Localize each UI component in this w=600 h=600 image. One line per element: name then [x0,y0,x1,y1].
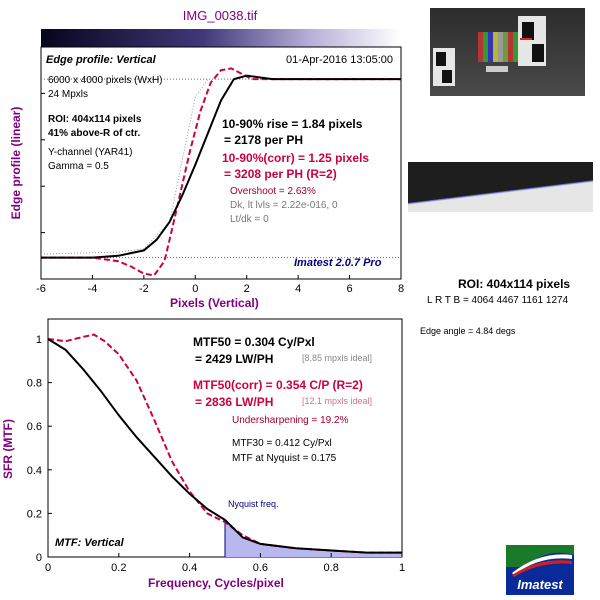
mtf50-line: = 2429 LW/PH [195,352,274,366]
rise-corr-line: 10-90%(corr) = 1.25 pixels [222,151,370,165]
mtf-xtick-label: 0.4 [182,562,197,574]
undersharpening: Undersharpening = 19.2% [232,415,349,426]
mtf-xlabel: Frequency, Cycles/pixel [148,576,284,590]
roi-title: ROI: 404x114 pixels [458,277,571,291]
page-title: IMG_0038.tif [182,8,258,23]
roi-info: ROI: 404x114 pixels 41% above-R of ctr. [48,113,141,141]
imatest-logo-graphic: Imatest [506,545,574,595]
edge-panel-heading: Edge profile: Vertical [46,54,156,66]
mtf30-stats: MTF30 = 0.412 Cy/Pxl MTF at Nyquist = 0.… [232,436,336,466]
logo-text: Imatest [517,577,563,592]
mtf-xtick-label: 0.6 [253,562,268,574]
rise-corr-line: = 3208 per PH (R=2) [224,167,337,181]
channel-line: Gamma = 0.5 [48,161,109,172]
roi-thumbnail [408,162,593,212]
edge-series-red-dashed [41,67,401,277]
lt-dk-ratio: Lt/dk = 0 [230,214,269,225]
mtf50-corr-line: MTF50(corr) = 0.354 C/P (R=2) [193,378,363,392]
mtf30: MTF30 = 0.412 Cy/Pxl [232,438,332,449]
nyquist-label: Nyquist freq. [228,499,279,509]
mtf-series-black-solid [47,338,402,554]
rise-stats: 10-90% rise = 1.84 pixels = 2178 per PH [222,116,362,148]
mtf50-corr-stats: MTF50(corr) = 0.354 C/P (R=2) = 2836 LW/… [193,377,363,411]
edge-xtick-label: 4 [295,283,301,295]
mtf-ytick-label: 0.4 [27,465,42,477]
image-thumbnail [430,8,585,96]
edge-plot-frame [40,46,402,280]
mtf50-stats: MTF50 = 0.304 Cy/Pxl = 2429 LW/PH [193,334,315,368]
edge-xtick-label: -4 [88,283,98,295]
channel-line: Y-channel (YAR41) [48,147,133,158]
edge-xtick-label: 6 [347,283,353,295]
mtf-nyquist: MTF at Nyquist = 0.175 [232,453,337,464]
gradient-bar [41,29,401,47]
edge-extra-stats: Overshoot = 2.63% Dk, lt lvls = 2.22e-01… [230,185,338,227]
mtf50-line: MTF50 = 0.304 Cy/Pxl [193,335,315,349]
edge-series-black-solid [41,74,401,259]
overshoot: Overshoot = 2.63% [230,186,316,197]
timestamp: 01-Apr-2016 13:05:00 [286,54,394,66]
mtf-panel-heading: MTF: Vertical [55,537,124,549]
mtf-xtick-label: 0 [45,562,51,574]
mtf-xtick-label: 0.8 [324,562,339,574]
info-line: 6000 x 4000 pixels (WxH) [48,75,163,86]
mtf50-corr-line: = 2836 LW/PH [195,395,274,409]
edge-xtick-label: -2 [139,283,149,295]
info-line: 24 Mpxls [48,89,89,100]
imatest-logo: Imatest [506,545,574,595]
mtf50-ideal: [8.85 mpxls ideal] [302,353,373,363]
version-label: Imatest 2.0.7 Pro [294,257,382,269]
mtf-plot-frame [47,318,403,558]
roi-line: ROI: 404x114 pixels [48,114,142,125]
image-info: 6000 x 4000 pixels (WxH) 24 Mpxls [48,74,163,102]
mtf-ylabel: SFR (MTF) [1,419,15,479]
mtf-xtick-label: 1 [399,562,405,574]
mtf-ytick-label: 0.6 [27,421,42,433]
edge-xtick-label: 8 [398,283,404,295]
mtf-ytick-label: 0.2 [27,508,42,520]
nyquist-fill [225,519,402,557]
mtf-ytick-label: 0.8 [27,378,42,390]
edge-xlabel: Pixels (Vertical) [170,296,259,310]
mtf-ytick-label: 1 [36,334,42,346]
rise-line: = 2178 per PH [224,133,304,147]
rise-corr-stats: 10-90%(corr) = 1.25 pixels = 3208 per PH… [222,150,369,182]
edge-xtick-label: 2 [244,283,250,295]
rise-line: 10-90% rise = 1.84 pixels [222,117,363,131]
roi-line: 41% above-R of ctr. [48,128,141,139]
edge-xtick-label: -6 [36,283,46,295]
edge-angle: Edge angle = 4.84 degs [420,326,516,336]
mtf-xtick-label: 0.2 [111,562,126,574]
mtf-ytick-label: 0 [36,552,42,564]
channel-info: Y-channel (YAR41) Gamma = 0.5 [48,146,133,174]
mtf50-corr-ideal: [12.1 mpxls ideal] [302,396,373,406]
dk-lt-levels: Dk, lt lvls = 2.22e-016, 0 [230,200,338,211]
edge-ylabel: Edge profile (linear) [9,106,23,220]
roi-coords: L R T B = 4064 4467 1161 1274 [427,295,569,306]
edge-xtick-label: 0 [192,283,198,295]
